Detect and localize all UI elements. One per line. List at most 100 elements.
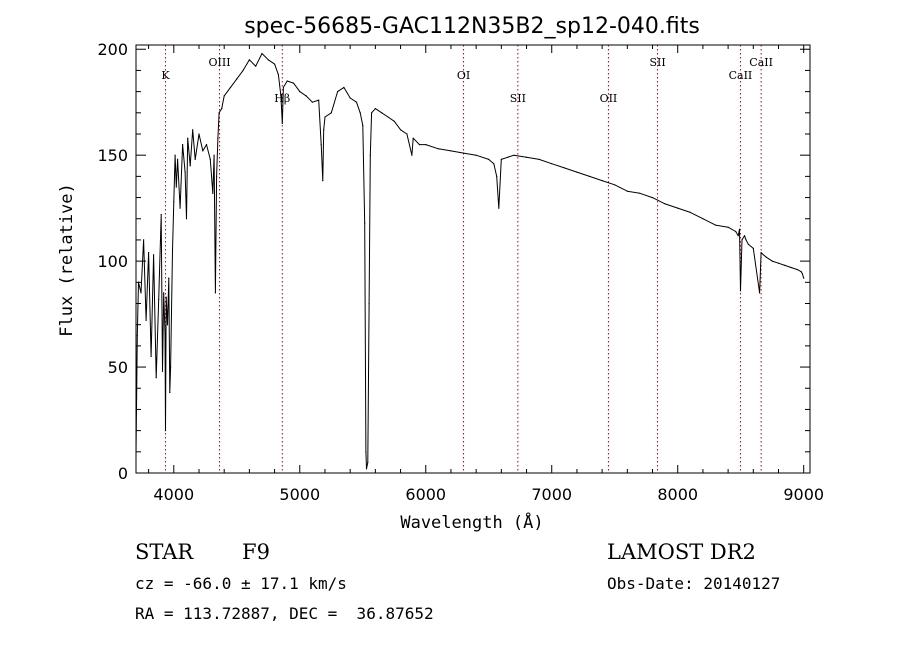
data-point	[411, 154, 413, 156]
y-tick-label: 50	[108, 358, 128, 377]
data-point	[349, 97, 351, 99]
data-point	[359, 112, 361, 114]
data-point	[248, 59, 250, 61]
data-point	[437, 148, 439, 150]
data-point	[800, 271, 802, 273]
data-point	[189, 165, 191, 167]
data-point	[741, 239, 743, 241]
data-point	[418, 144, 421, 146]
data-point	[192, 129, 194, 131]
data-point	[277, 74, 279, 76]
data-point	[148, 252, 150, 254]
x-axis-label: Wavelength (Å)	[400, 511, 543, 533]
data-point	[367, 461, 369, 463]
data-point	[214, 292, 216, 294]
y-axis: 0 50 100 150 200	[97, 40, 810, 483]
data-point	[209, 158, 211, 160]
data-point	[450, 150, 452, 152]
data-point	[261, 52, 263, 55]
data-point	[242, 69, 244, 71]
data-point	[143, 239, 145, 241]
data-point	[784, 264, 786, 266]
data-point	[163, 292, 165, 294]
data-point	[169, 391, 171, 394]
data-point	[174, 154, 176, 156]
data-point	[205, 144, 208, 146]
data-point	[216, 175, 218, 177]
data-point	[212, 192, 214, 194]
data-point	[194, 158, 196, 160]
spectral-class: F9	[242, 540, 270, 564]
data-point	[320, 144, 322, 146]
data-point	[368, 302, 370, 305]
coordinates: RA = 113.72887, DEC = 36.87652	[135, 604, 434, 623]
x-tick-label: 9000	[783, 485, 824, 504]
data-point	[168, 277, 170, 279]
y-tick-label: 200	[97, 40, 128, 59]
y-tick-label: 150	[97, 146, 128, 165]
marker-label-6: SII	[649, 56, 665, 69]
data-point	[318, 99, 320, 101]
data-point	[387, 116, 389, 118]
data-point	[136, 334, 138, 336]
data-point	[677, 207, 679, 209]
data-point	[299, 91, 301, 93]
data-point	[292, 82, 295, 84]
data-point	[305, 95, 307, 97]
y-tick-label: 100	[97, 252, 128, 271]
data-point	[400, 129, 402, 131]
data-point	[771, 260, 773, 262]
obs-date: Obs-Date: 20140127	[607, 574, 781, 593]
data-point	[498, 207, 500, 209]
x-tick-label: 5000	[279, 485, 320, 504]
marker-label-3: OI	[457, 69, 470, 82]
data-point	[267, 59, 269, 61]
data-point	[185, 218, 188, 220]
x-tick-label: 8000	[657, 485, 698, 504]
data-point	[759, 292, 761, 294]
data-point	[213, 154, 215, 156]
data-point	[187, 137, 189, 139]
data-point	[324, 116, 326, 118]
data-point	[727, 226, 729, 228]
data-point	[281, 122, 283, 124]
data-point	[355, 101, 358, 103]
data-point	[164, 332, 166, 334]
data-point	[796, 269, 799, 271]
data-point	[171, 249, 174, 252]
data-point	[166, 324, 169, 326]
data-point	[762, 254, 765, 256]
data-point	[739, 290, 742, 292]
object-type: STAR	[135, 540, 194, 564]
data-point	[801, 273, 804, 275]
data-point	[737, 235, 739, 237]
data-point	[747, 243, 749, 245]
data-point	[337, 91, 339, 93]
data-point	[463, 152, 465, 154]
data-point	[311, 101, 313, 103]
data-point	[551, 163, 553, 165]
data-point	[362, 124, 364, 127]
plot-frame	[135, 44, 811, 474]
data-point	[158, 298, 160, 300]
data-point	[563, 167, 565, 169]
data-point	[184, 171, 186, 173]
data-point	[576, 171, 578, 173]
data-point	[323, 129, 325, 131]
data-point	[365, 468, 368, 470]
data-point	[488, 158, 490, 160]
survey-name: LAMOST DR2	[607, 540, 756, 564]
data-point	[765, 256, 767, 258]
data-point	[425, 144, 427, 146]
data-point	[173, 201, 175, 203]
marker-label-5: OII	[600, 92, 618, 105]
data-point	[164, 430, 167, 432]
data-point	[280, 95, 282, 97]
data-point	[175, 186, 177, 188]
data-point	[218, 112, 220, 114]
data-point	[588, 175, 591, 177]
data-point	[286, 80, 288, 82]
data-point	[150, 355, 152, 358]
data-point	[500, 158, 502, 160]
